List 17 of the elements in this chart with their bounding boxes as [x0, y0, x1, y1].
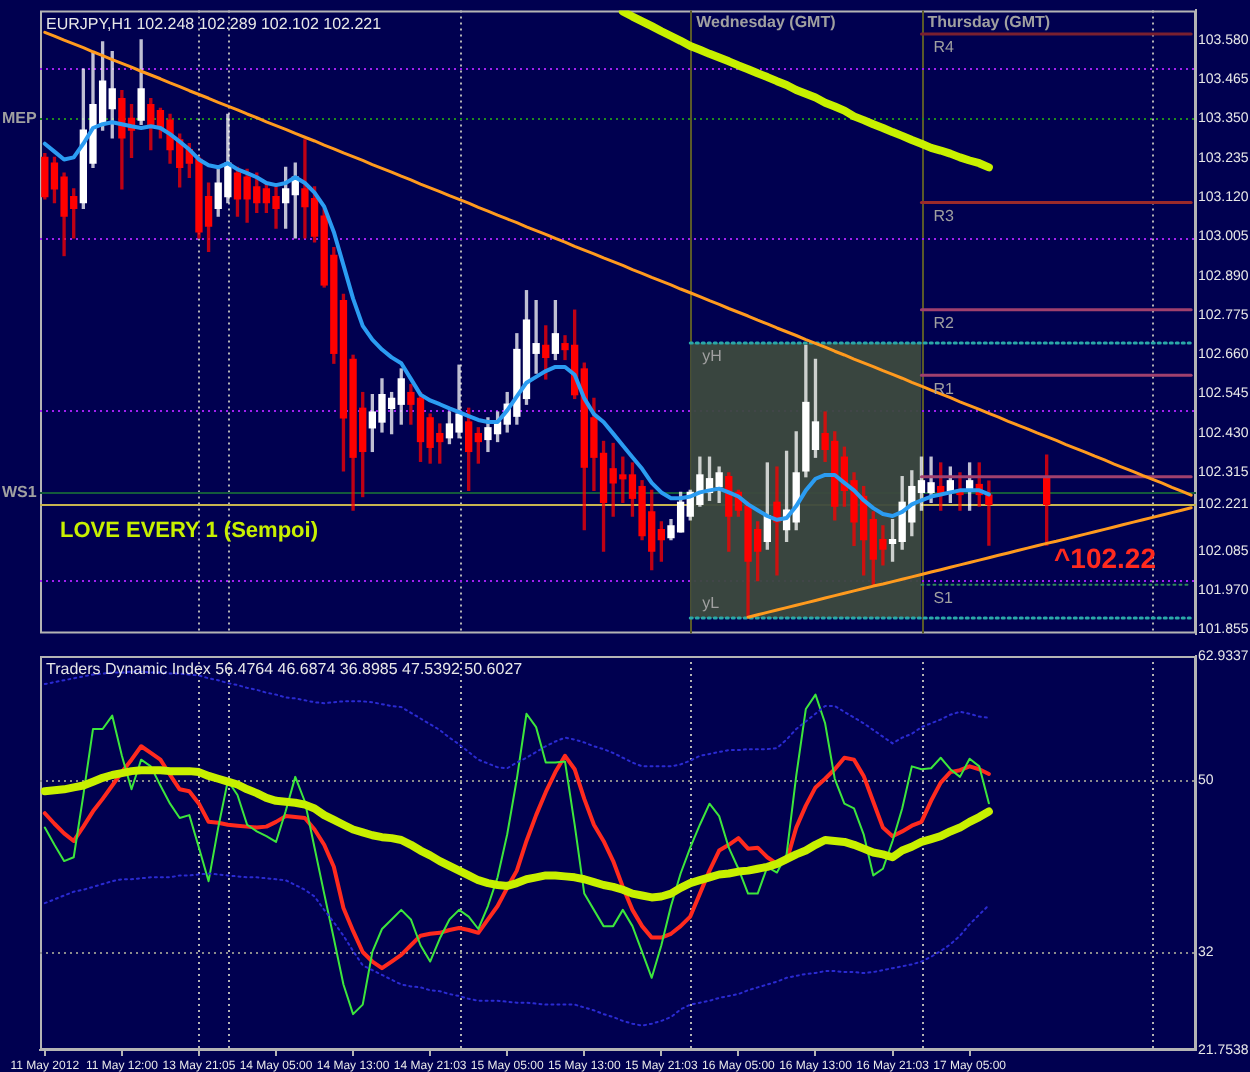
annotation: Thursday (GMT)	[927, 12, 1051, 31]
candlestick	[985, 480, 993, 546]
line-series	[43, 872, 990, 1027]
series-label: R4	[933, 38, 955, 57]
annotation: ^102.22	[1054, 542, 1157, 575]
annotation: Wednesday (GMT)	[696, 12, 837, 31]
chart-title: Traders Dynamic Index 56.4764 46.6874 36.8985 47.5392 50.6027	[46, 660, 524, 679]
annotation: LOVE EVERY 1 (Sempoi)	[60, 518, 319, 543]
ref-line-label: WS1	[2, 483, 38, 502]
ref-line-label: MEP	[2, 109, 38, 128]
chart-title: EURJPY,H1 102.248 102.289 102.102 102.221	[46, 14, 383, 33]
series-label: R3	[933, 206, 955, 225]
series-label: R2	[933, 314, 955, 333]
series-label: yL	[702, 594, 721, 613]
series-label: yH	[702, 347, 723, 366]
series-label: R1	[933, 379, 955, 398]
series-label: S1	[933, 589, 955, 608]
